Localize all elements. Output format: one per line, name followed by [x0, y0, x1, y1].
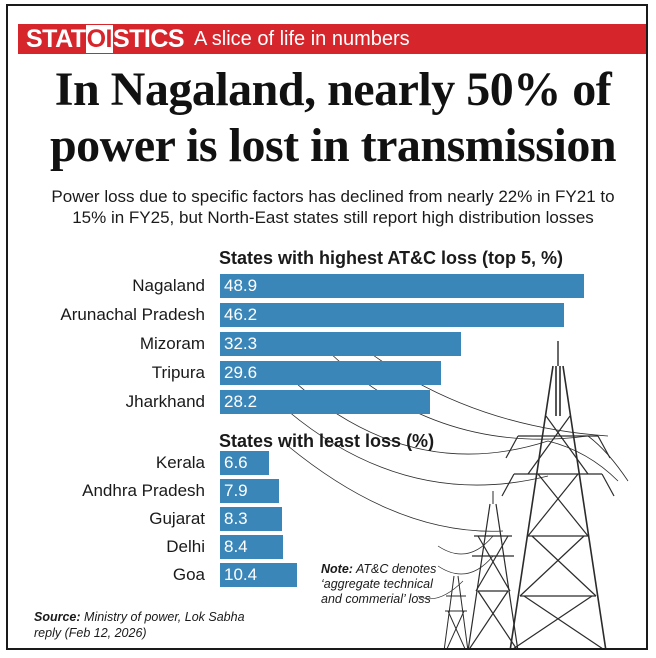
brand-logo: STATOISTICS [26, 25, 185, 53]
bar-category-label: Gujarat [149, 509, 205, 528]
infographic-frame: STATOISTICS A slice of life in numbers I… [6, 4, 648, 650]
bar-row: Tripura 29.6 [8, 361, 646, 385]
bar-value-label: 48.9 [224, 276, 258, 295]
bar-category-label: Tripura [151, 363, 205, 382]
bar [220, 535, 283, 559]
subtitle-line-2: 15% in FY25, but North-East states still… [72, 208, 594, 227]
bar-category-label: Kerala [155, 453, 205, 472]
bar-row: Delhi 8.4 [8, 535, 646, 559]
header-banner: STATOISTICS A slice of life in numbers [18, 24, 646, 54]
bar-category-label: Arunachal Pradesh [60, 305, 205, 324]
bar-value-label: 8.4 [224, 537, 248, 556]
bar-category-label: Mizoram [139, 334, 205, 353]
bar-value-label: 28.2 [224, 392, 258, 411]
bar-row: Goa 10.4 [8, 563, 646, 587]
bar [220, 274, 585, 298]
source-text: Source: Ministry of power, Lok Sabha rep… [34, 610, 245, 640]
headline-line-1: In Nagaland, nearly 50% of [54, 63, 612, 116]
high-loss-chart-title: States with highest AT&C loss (top 5, %) [219, 248, 564, 268]
bar-value-label: 46.2 [224, 305, 258, 324]
bar-value-label: 32.3 [224, 334, 258, 353]
bar [220, 507, 282, 531]
bar-category-label: Andhra Pradesh [82, 481, 205, 500]
subtitle: Power loss due to specific factors has d… [18, 186, 646, 228]
bar [220, 303, 565, 327]
bar [220, 451, 270, 475]
transmission-towers-illustration [288, 335, 629, 648]
bar-row: Jharkhand 28.2 [8, 390, 646, 414]
bar-value-label: 10.4 [224, 565, 258, 584]
bar-value-label: 29.6 [224, 363, 258, 382]
bar-category-label: Nagaland [132, 276, 205, 295]
bar-row: Arunachal Pradesh 46.2 [8, 303, 646, 327]
headline-line-2: power is lost in transmission [49, 119, 617, 172]
bar-value-label: 8.3 [224, 509, 248, 528]
bar [220, 390, 431, 414]
bar-row: Nagaland 48.9 [8, 274, 646, 298]
bar-value-label: 6.6 [224, 453, 248, 472]
bar [220, 361, 441, 385]
bar [220, 332, 461, 356]
bar-row: Andhra Pradesh 7.9 [8, 479, 646, 503]
note-text: Note: AT&C denotes ‘aggregate technical … [321, 562, 437, 606]
low-loss-chart-title: States with least loss (%) [219, 431, 435, 451]
bar-value-label: 7.9 [224, 481, 248, 500]
bar-category-label: Delhi [166, 537, 205, 556]
brand-tagline: A slice of life in numbers [194, 28, 410, 50]
subtitle-line-1: Power loss due to specific factors has d… [51, 187, 615, 206]
bar-category-label: Jharkhand [125, 392, 205, 411]
bar [220, 563, 298, 587]
bar-row: Gujarat 8.3 [8, 507, 646, 531]
bar [220, 479, 279, 503]
bar-row: Kerala 6.6 [8, 451, 646, 475]
bar-category-label: Goa [172, 565, 205, 584]
bar-row: Mizoram 32.3 [8, 332, 646, 356]
headline: In Nagaland, nearly 50% of power is lost… [18, 62, 646, 174]
